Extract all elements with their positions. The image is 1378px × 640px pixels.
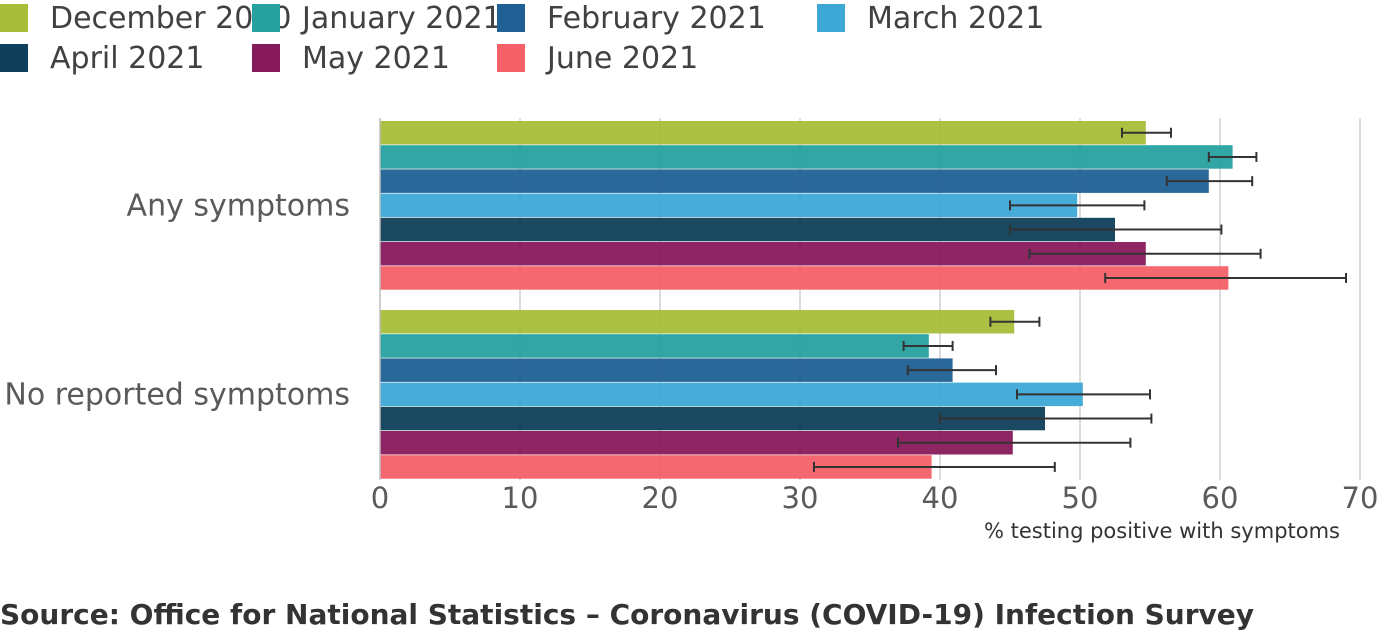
bar <box>380 145 1233 169</box>
legend-swatch <box>497 4 525 32</box>
bar <box>380 455 932 479</box>
x-tick-label: 50 <box>1062 481 1099 515</box>
bar-chart: Any symptoms No reported symptoms 0 10 20 30 4… <box>4 118 1378 543</box>
bar <box>380 431 1013 455</box>
bar <box>380 310 1015 334</box>
legend-swatch <box>497 44 525 72</box>
legend-swatch <box>817 4 845 32</box>
x-tick-label: 70 <box>1342 481 1378 515</box>
bar <box>380 406 1045 431</box>
bar <box>380 217 1115 242</box>
x-tick-label: 40 <box>922 481 959 515</box>
legend-label: March 2021 <box>867 0 1045 36</box>
legend-item: December 2020 <box>0 0 291 38</box>
x-tick-label: 0 <box>371 481 389 515</box>
category-label: No reported symptoms <box>4 378 350 413</box>
x-tick-label: 10 <box>502 481 539 515</box>
bar <box>380 358 953 382</box>
bar <box>380 121 1146 145</box>
x-tick-label: 20 <box>642 481 679 515</box>
bar <box>380 193 1078 218</box>
legend-item: January 2021 <box>252 0 502 38</box>
bar <box>380 242 1146 266</box>
legend-label: December 2020 <box>50 0 292 36</box>
x-tick-label: 60 <box>1202 481 1239 515</box>
legend-item: June 2021 <box>497 38 698 78</box>
x-axis-label: % testing positive with symptoms <box>984 519 1340 543</box>
bar <box>380 169 1209 193</box>
legend-swatch <box>0 4 28 32</box>
legend-label: May 2021 <box>302 40 450 76</box>
legend-item: February 2021 <box>497 0 766 38</box>
legend-label: January 2021 <box>302 0 502 36</box>
source-note: Source: Office for National Statistics –… <box>0 598 1255 631</box>
category-label: Any symptoms <box>127 189 350 224</box>
legend-item: March 2021 <box>817 0 1044 38</box>
x-tick-label: 30 <box>782 481 819 515</box>
legend-item: April 2021 <box>0 38 204 78</box>
legend-label: February 2021 <box>547 0 766 36</box>
legend-swatch <box>0 44 28 72</box>
bar <box>380 334 929 358</box>
legend-label: June 2021 <box>547 40 699 76</box>
legend-label: April 2021 <box>50 40 205 76</box>
chart-legend: December 2020 January 2021 February 2021 Ma… <box>0 0 1378 80</box>
bar <box>380 382 1083 407</box>
bar <box>380 266 1229 290</box>
legend-item: May 2021 <box>252 38 450 78</box>
legend-swatch <box>252 4 280 32</box>
legend-swatch <box>252 44 280 72</box>
